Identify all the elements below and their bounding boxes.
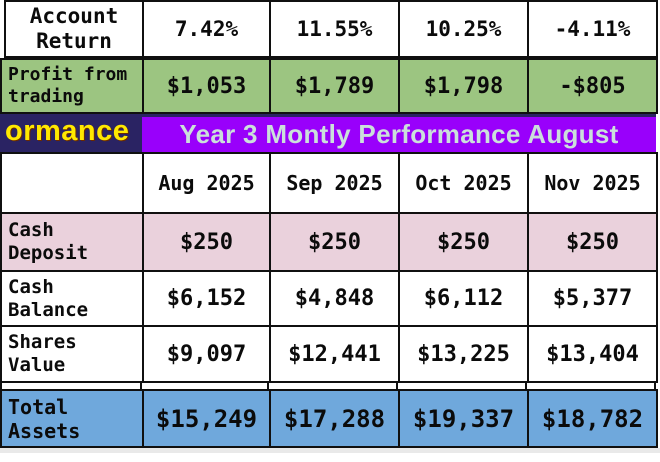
profit-aug-cell[interactable]: $1,053	[142, 58, 271, 114]
total-assets-oct-cell[interactable]: $19,337	[398, 389, 529, 448]
totals-table: Total Assets $15,249 $17,288 $19,337 $18…	[0, 389, 658, 448]
account-return-oct-cell[interactable]: 10.25%	[398, 0, 529, 58]
total-assets-aug-cell[interactable]: $15,249	[142, 389, 271, 448]
row-divider-gap	[0, 383, 658, 389]
account-return-nov-cell[interactable]: -4.11%	[527, 0, 658, 58]
profit-nov-cell[interactable]: -$805	[527, 58, 658, 114]
month-header-nov[interactable]: Nov 2025	[527, 152, 658, 214]
shares-value-oct-cell[interactable]: $13,225	[398, 325, 529, 383]
cash-balance-sep-cell[interactable]: $4,848	[269, 270, 400, 327]
cash-balance-aug-cell[interactable]: $6,152	[142, 270, 271, 327]
cash-deposit-nov-cell[interactable]: $250	[527, 212, 658, 272]
banner-title[interactable]: Year 3 Montly Performance August	[142, 117, 656, 152]
month-header-sep[interactable]: Sep 2025	[269, 152, 400, 214]
shares-value-nov-cell[interactable]: $13,404	[527, 325, 658, 383]
cash-balance-row: Cash Balance $6,152 $4,848 $6,112 $5,377	[0, 270, 658, 327]
shares-value-label-cell[interactable]: Shares Value	[0, 325, 144, 383]
total-assets-nov-cell[interactable]: $18,782	[527, 389, 658, 448]
shares-value-sep-cell[interactable]: $12,441	[269, 325, 400, 383]
profit-label-cell[interactable]: Profit from trading	[0, 58, 144, 114]
month-header-row: Aug 2025 Sep 2025 Oct 2025 Nov 2025	[0, 152, 658, 214]
cash-deposit-sep-cell[interactable]: $250	[269, 212, 400, 272]
total-assets-row: Total Assets $15,249 $17,288 $19,337 $18…	[0, 389, 658, 448]
profit-row: Profit from trading $1,053 $1,789 $1,798…	[0, 58, 658, 114]
cash-deposit-aug-cell[interactable]: $250	[142, 212, 271, 272]
total-assets-sep-cell[interactable]: $17,288	[269, 389, 400, 448]
total-assets-label-cell[interactable]: Total Assets	[0, 389, 144, 448]
cash-deposit-oct-cell[interactable]: $250	[398, 212, 529, 272]
cash-balance-oct-cell[interactable]: $6,112	[398, 270, 529, 327]
performance-table: Aug 2025 Sep 2025 Oct 2025 Nov 2025 Cash…	[0, 152, 658, 383]
account-return-aug-cell[interactable]: 7.42%	[142, 0, 271, 58]
account-return-label-cell[interactable]: Account Return	[4, 0, 144, 58]
cash-balance-label-cell[interactable]: Cash Balance	[0, 270, 144, 327]
profit-oct-cell[interactable]: $1,798	[398, 58, 529, 114]
corner-blank-cell[interactable]	[0, 152, 144, 214]
cash-deposit-label-cell[interactable]: Cash Deposit	[0, 212, 144, 272]
shares-value-row: Shares Value $9,097 $12,441 $13,225 $13,…	[0, 325, 658, 383]
cash-balance-nov-cell[interactable]: $5,377	[527, 270, 658, 327]
banner: ormance Year 3 Montly Performance August	[0, 114, 656, 152]
returns-table: Account Return 7.42% 11.55% 10.25% -4.11…	[4, 0, 658, 58]
profit-sep-cell[interactable]: $1,789	[269, 58, 400, 114]
banner-left-title[interactable]: ormance	[5, 115, 130, 147]
account-return-row: Account Return 7.42% 11.55% 10.25% -4.11…	[4, 0, 658, 58]
shares-value-aug-cell[interactable]: $9,097	[142, 325, 271, 383]
month-header-aug[interactable]: Aug 2025	[142, 152, 271, 214]
month-header-oct[interactable]: Oct 2025	[398, 152, 529, 214]
bottom-margin-strip	[0, 448, 660, 453]
account-return-sep-cell[interactable]: 11.55%	[269, 0, 400, 58]
profit-table: Profit from trading $1,053 $1,789 $1,798…	[0, 58, 658, 114]
cash-deposit-row: Cash Deposit $250 $250 $250 $250	[0, 212, 658, 272]
